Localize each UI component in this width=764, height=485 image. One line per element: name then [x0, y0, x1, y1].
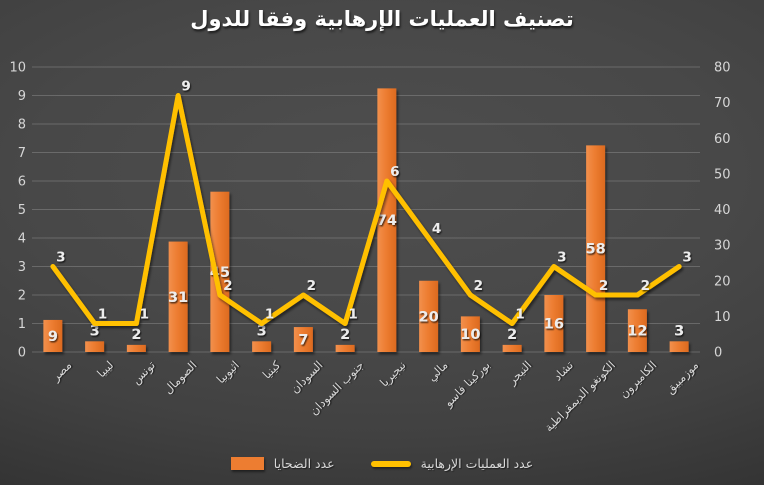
- right-axis-tick-label: 20: [714, 274, 731, 289]
- line-value-label: 1: [140, 307, 149, 323]
- bar-مالي[interactable]: [419, 280, 439, 352]
- line-value-label: 4: [432, 221, 441, 237]
- line-value-label: 1: [515, 307, 524, 323]
- line-value-label: 2: [474, 278, 483, 294]
- bar-value-label: 3: [90, 323, 100, 339]
- left-axis-tick-label: 3: [18, 260, 26, 275]
- right-axis-tick-label: 30: [714, 239, 731, 254]
- right-axis-ticks: 0 10 20 30 40 50 60 70 80: [714, 61, 731, 361]
- bar-السودان[interactable]: [293, 327, 313, 352]
- bar-الكونغو الديمقراطية[interactable]: [586, 145, 606, 352]
- line-value-label: 1: [348, 307, 357, 323]
- legend-bar-swatch[interactable]: [230, 457, 264, 470]
- bar-value-label: 58: [586, 242, 606, 258]
- legend-line-label[interactable]: عدد العمليات الإرهابية: [420, 456, 534, 471]
- left-axis-ticks: 0 1 2 3 4 5 6 7 8 9 10: [9, 61, 26, 361]
- legend-bar-label[interactable]: عدد الضحايا: [273, 456, 335, 471]
- bar-تشاد[interactable]: [544, 295, 564, 352]
- chart-title: تصنيف العمليات الإرهابية وفقا للدول: [190, 7, 574, 31]
- line-value-label: 9: [181, 79, 190, 95]
- right-axis-tick-label: 60: [714, 132, 731, 147]
- left-axis-tick-label: 2: [18, 289, 26, 304]
- bar-كينيا[interactable]: [252, 341, 272, 352]
- right-axis-tick-label: 50: [714, 167, 731, 182]
- bar-series[interactable]: [43, 88, 689, 352]
- left-axis-tick-label: 5: [18, 203, 26, 218]
- left-axis-tick-label: 10: [9, 61, 26, 76]
- left-axis-tick-label: 9: [18, 89, 26, 104]
- legend: عدد الضحايا عدد العمليات الإرهابية: [0, 456, 764, 471]
- bar-نيجيريا[interactable]: [377, 88, 397, 352]
- right-axis-tick-label: 0: [714, 346, 722, 361]
- line-value-label: 2: [223, 278, 232, 294]
- right-axis-tick-label: 10: [714, 310, 731, 325]
- bar-value-label: 12: [627, 324, 647, 340]
- bar-value-label: 3: [674, 323, 684, 339]
- bar-جنوب السودان[interactable]: [335, 344, 355, 352]
- line-value-label: 3: [557, 250, 566, 266]
- bar-value-label: 74: [377, 213, 397, 229]
- bar-value-label: 31: [168, 290, 188, 306]
- line-series[interactable]: [50, 93, 682, 326]
- bar-موزمبيق[interactable]: [669, 341, 689, 352]
- line-value-label: 2: [307, 278, 316, 294]
- bar-value-label: 10: [460, 327, 480, 343]
- left-axis-tick-label: 7: [18, 146, 26, 161]
- right-axis-tick-label: 80: [714, 61, 731, 76]
- left-axis-tick-label: 1: [18, 317, 26, 332]
- bar-value-label: 2: [507, 327, 517, 343]
- bar-النيجر[interactable]: [502, 344, 522, 352]
- bar-value-label: 2: [131, 327, 141, 343]
- bar-الصومال[interactable]: [168, 241, 188, 352]
- left-axis-tick-label: 0: [18, 346, 26, 361]
- line-value-label: 3: [682, 250, 691, 266]
- bar-الكاميرون[interactable]: [627, 309, 647, 352]
- right-axis-tick-label: 40: [714, 203, 731, 218]
- terror-operations-line[interactable]: [50, 93, 682, 326]
- right-axis-tick-label: 70: [714, 96, 731, 111]
- bar-value-label: 3: [257, 323, 267, 339]
- line-value-label: 1: [98, 307, 107, 323]
- bar-ليبيا[interactable]: [85, 341, 105, 352]
- left-axis-tick-label: 6: [18, 175, 26, 190]
- bar-مصر[interactable]: [43, 319, 63, 352]
- bar-اثيوبيا[interactable]: [210, 191, 230, 352]
- line-value-label: 2: [599, 278, 608, 294]
- line-value-label: 3: [56, 250, 65, 266]
- bar-تونس[interactable]: [126, 344, 146, 352]
- bar-value-label: 16: [544, 317, 564, 333]
- line-value-label: 2: [641, 278, 650, 294]
- bar-بوركينا فاسو[interactable]: [460, 316, 480, 352]
- line-value-label: 6: [390, 164, 399, 180]
- left-axis-tick-label: 4: [18, 232, 26, 247]
- bar-value-label: 20: [419, 309, 439, 325]
- bar-value-label: 9: [48, 329, 58, 345]
- line-value-label: 1: [265, 307, 274, 323]
- legend-line-swatch[interactable]: [370, 460, 411, 467]
- bar-value-label: 2: [340, 327, 350, 343]
- left-axis-tick-label: 8: [18, 118, 26, 133]
- bar-value-label: 7: [298, 333, 308, 349]
